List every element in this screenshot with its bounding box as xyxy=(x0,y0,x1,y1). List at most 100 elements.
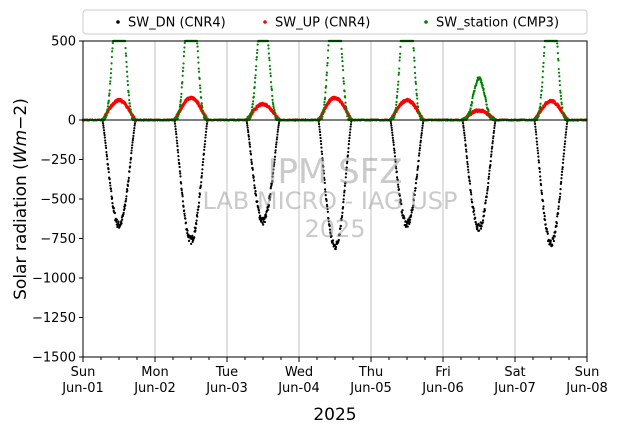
data-point xyxy=(252,92,256,95)
data-point xyxy=(483,209,487,212)
data-point xyxy=(488,166,491,169)
data-point xyxy=(205,125,208,128)
data-point xyxy=(328,228,332,231)
legend: SW_DN (CNR4) SW_UP (CNR4) SW_station (CMP3… xyxy=(82,9,588,35)
data-point xyxy=(543,46,546,49)
data-point xyxy=(414,80,417,83)
data-point xyxy=(276,130,279,133)
data-point xyxy=(397,73,400,76)
data-point xyxy=(174,128,177,131)
data-point xyxy=(107,99,110,102)
data-point xyxy=(323,176,326,179)
data-point xyxy=(471,101,474,105)
data-point xyxy=(179,175,182,178)
data-point xyxy=(541,76,544,79)
data-point xyxy=(183,214,186,217)
data-point xyxy=(469,107,472,110)
data-point xyxy=(271,98,274,101)
data-point xyxy=(394,160,397,163)
data-point xyxy=(563,149,566,152)
data-point xyxy=(251,168,254,171)
data-point xyxy=(398,67,401,70)
data-point xyxy=(344,96,347,99)
data-point xyxy=(413,56,416,59)
data-point xyxy=(347,143,350,146)
data-point xyxy=(491,140,494,143)
data-point xyxy=(410,214,413,217)
data-point xyxy=(488,169,491,172)
data-point xyxy=(420,132,423,135)
data-point xyxy=(540,189,543,192)
data-point xyxy=(323,181,326,185)
data-point xyxy=(324,96,327,99)
data-point xyxy=(416,97,419,100)
data-point xyxy=(198,195,201,199)
data-point xyxy=(546,232,549,235)
data-point xyxy=(566,117,569,120)
data-point xyxy=(266,208,270,212)
data-point xyxy=(395,100,398,104)
data-point xyxy=(112,207,116,210)
x-tick-day: Tue xyxy=(215,365,238,380)
data-point xyxy=(274,114,277,118)
data-point xyxy=(330,235,333,238)
data-point xyxy=(179,98,182,102)
data-point xyxy=(323,178,326,181)
data-point xyxy=(486,189,489,192)
data-point xyxy=(463,134,466,137)
data-point xyxy=(493,122,497,125)
data-point xyxy=(257,206,260,209)
data-point xyxy=(471,201,474,204)
data-point xyxy=(273,111,277,114)
data-point xyxy=(127,179,130,182)
data-point xyxy=(267,204,271,207)
data-point xyxy=(179,103,182,106)
data-point xyxy=(555,224,558,228)
data-point xyxy=(344,101,347,104)
data-point xyxy=(123,207,126,210)
data-point xyxy=(558,75,561,78)
data-point xyxy=(249,153,253,156)
data-point xyxy=(113,211,116,215)
data-point xyxy=(106,158,109,161)
data-point xyxy=(272,165,275,168)
data-point xyxy=(198,77,201,81)
data-point xyxy=(394,106,398,110)
data-point xyxy=(254,76,257,80)
data-point xyxy=(419,139,422,142)
data-point xyxy=(276,133,279,136)
data-point xyxy=(128,105,132,108)
data-point xyxy=(487,175,490,178)
data-point xyxy=(542,54,545,58)
data-point xyxy=(340,52,343,56)
data-point xyxy=(274,149,277,152)
data-point xyxy=(103,136,106,139)
data-point xyxy=(175,139,178,142)
data-point xyxy=(345,168,348,172)
data-point xyxy=(542,205,545,208)
data-point xyxy=(391,134,394,137)
data-point xyxy=(318,130,322,134)
data-point xyxy=(396,90,399,93)
data-point xyxy=(340,47,343,50)
legend-label: SW_UP (CNR4) xyxy=(275,16,370,31)
data-point xyxy=(124,199,127,203)
data-point xyxy=(131,141,134,144)
data-point xyxy=(419,141,422,144)
data-point xyxy=(489,155,493,158)
data-point xyxy=(560,170,564,173)
data-point xyxy=(329,232,332,235)
data-point xyxy=(201,161,205,164)
data-point xyxy=(196,211,199,214)
data-point xyxy=(181,193,184,196)
data-point xyxy=(268,64,271,68)
data-point xyxy=(106,163,110,166)
data-point xyxy=(389,122,393,125)
data-point xyxy=(341,214,344,218)
data-point xyxy=(553,235,556,238)
data-point xyxy=(264,213,267,216)
data-point xyxy=(556,215,559,218)
data-point xyxy=(194,229,197,232)
data-point xyxy=(276,128,280,131)
data-point xyxy=(480,225,483,228)
